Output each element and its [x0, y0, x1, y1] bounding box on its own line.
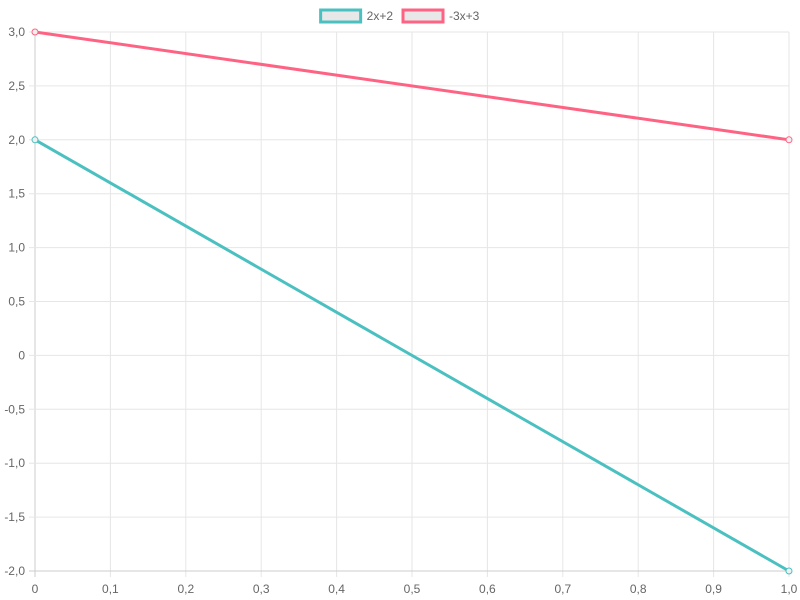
legend-swatch: [319, 8, 363, 24]
x-tick-label: 0,6: [479, 582, 496, 596]
grid-layer: [29, 31, 790, 577]
tick-labels: 0 0,1 0,2 0,3 0,4 0,5 0,6 0,7 0,8 0,9 1,0 3,0 2,5 2,0…: [4, 25, 797, 596]
data-point[interactable]: [785, 136, 793, 144]
legend-swatch: [401, 8, 445, 24]
series-layer: [31, 28, 793, 575]
x-tick-label: 0,7: [554, 582, 571, 596]
y-tick-label: -0,5: [4, 402, 25, 416]
y-tick-label: 0: [18, 348, 25, 362]
legend-label: -3x+3: [449, 9, 480, 23]
x-tick-label: 0: [32, 582, 39, 596]
y-tick-label: 2,5: [8, 79, 25, 93]
data-point[interactable]: [785, 567, 793, 575]
x-tick-label: 0,3: [253, 582, 270, 596]
legend: 2x+2 -3x+3: [319, 8, 480, 24]
series-line: [34, 30, 790, 142]
y-tick-label: 3,0: [8, 25, 25, 39]
y-tick-label: 2,0: [8, 133, 25, 147]
legend-item[interactable]: 2x+2: [319, 8, 394, 24]
legend-label: 2x+2: [367, 9, 394, 23]
x-tick-label: 0,2: [177, 582, 194, 596]
x-tick-label: 0,5: [404, 582, 421, 596]
y-tick-label: 0,5: [8, 295, 25, 309]
series-line: [34, 138, 790, 573]
data-point[interactable]: [31, 136, 39, 144]
y-tick-label: -1,0: [4, 456, 25, 470]
x-tick-label: 0,1: [102, 582, 119, 596]
y-tick-label: -2,0: [4, 564, 25, 578]
legend-item[interactable]: -3x+3: [401, 8, 480, 24]
y-tick-label: 1,0: [8, 241, 25, 255]
x-tick-label: 0,4: [328, 582, 345, 596]
x-tick-label: 0,9: [705, 582, 722, 596]
x-tick-label: 1,0: [781, 582, 798, 596]
data-point[interactable]: [31, 28, 39, 36]
y-tick-label: -1,5: [4, 510, 25, 524]
y-tick-label: 1,5: [8, 187, 25, 201]
x-tick-label: 0,8: [630, 582, 647, 596]
